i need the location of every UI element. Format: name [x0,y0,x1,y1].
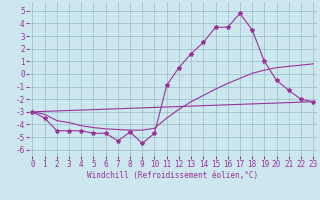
X-axis label: Windchill (Refroidissement éolien,°C): Windchill (Refroidissement éolien,°C) [87,171,258,180]
